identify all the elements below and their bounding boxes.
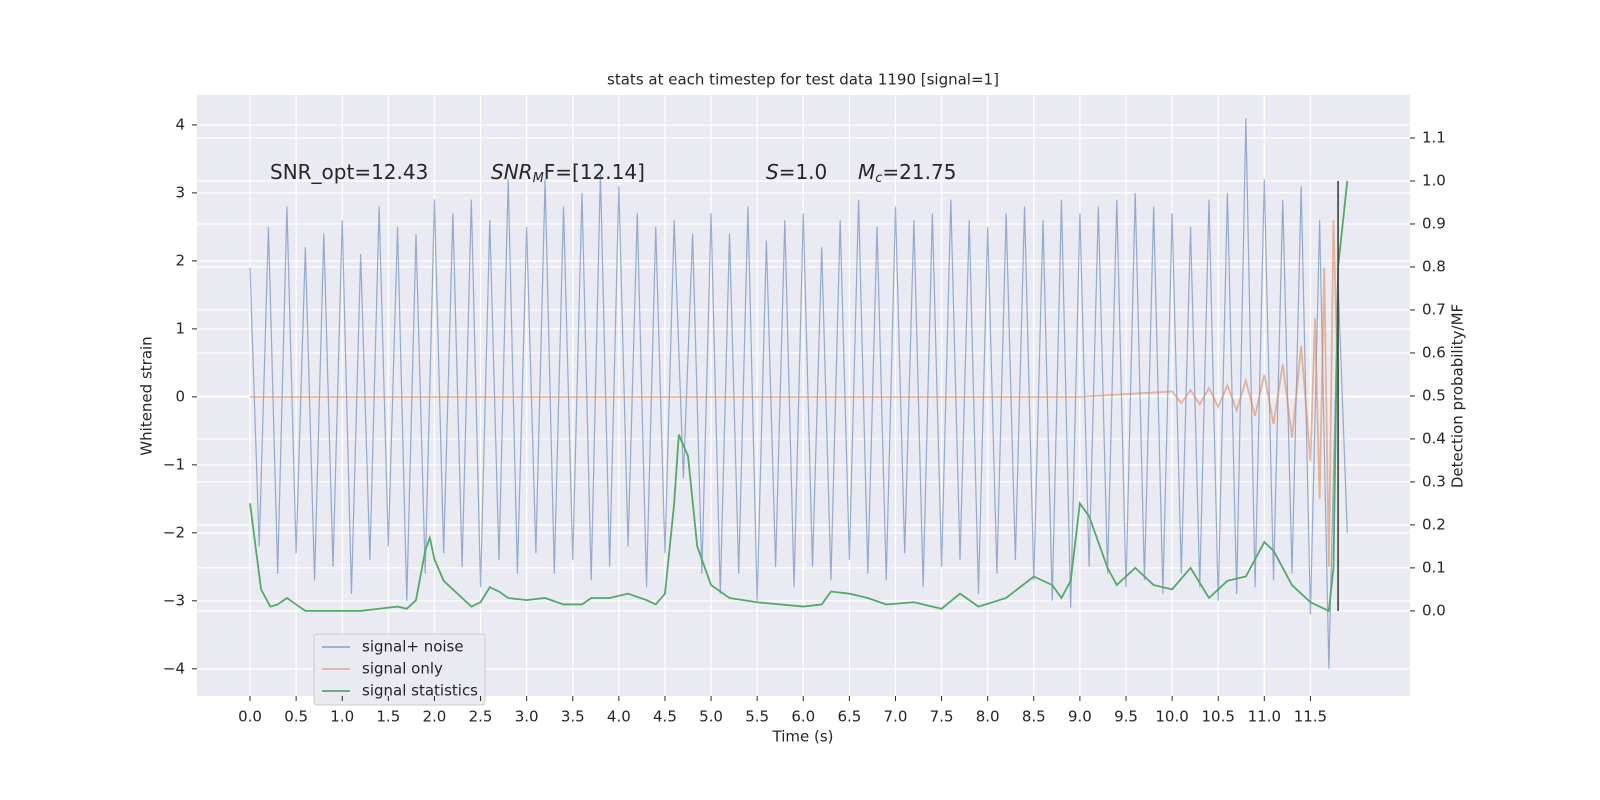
chart-title: stats at each timestep for test data 119… [607,71,999,89]
x-tick-label: 7.5 [930,708,954,726]
annotation: Mc=21.75 [858,160,956,186]
annotation-part: c [875,171,882,186]
x-tick-label: 0.0 [238,708,262,726]
x-tick-label: 3.5 [561,708,585,726]
y2-tick-label: 0.3 [1422,472,1446,490]
y-tick-label: 2 [175,251,185,269]
legend-label: signal only [362,660,443,678]
y2-tick-label: 0.8 [1422,257,1446,275]
y2-tick-label: 0.6 [1422,343,1446,361]
x-tick-label: 8.0 [976,708,1000,726]
y-tick-label: 0 [175,387,185,405]
y2-tick-label: 0.0 [1422,601,1446,619]
annotation-part: SNR [491,160,533,184]
annotation-part: M [858,160,875,184]
y-tick-label: −2 [163,523,185,541]
x-tick-label: 11.5 [1294,708,1327,726]
annotation-part: =1.0 [779,160,828,184]
y-tick-label: −1 [163,455,185,473]
x-tick-label: 5.5 [745,708,769,726]
y-tick-label: −4 [163,659,185,677]
x-tick-label: 1.0 [330,708,354,726]
series-line [250,220,1339,567]
annotation: SNR_opt=12.43 [270,160,428,184]
legend-box [313,633,486,706]
x-tick-label: 10.0 [1155,708,1188,726]
y2-tick-label: 0.7 [1422,300,1446,318]
x-tick-label: 4.0 [607,708,631,726]
y2-axis-label: Detection probability/MF [1449,304,1467,488]
x-tick-label: 10.5 [1202,708,1235,726]
annotation: SNRMF=[12.14] [491,160,645,186]
x-tick-label: 0.5 [284,708,308,726]
y-tick-label: −3 [163,591,185,609]
annotation-part: =21.75 [882,160,956,184]
annotation-part: SNR_opt=12.43 [270,160,428,184]
legend: signal+ noise signal only signal statistic… [313,633,486,706]
x-axis-label: Time (s) [772,728,834,746]
y2-tick-label: 0.1 [1422,558,1446,576]
y-axis-label: Whitened strain [138,336,156,455]
x-tick-label: 6.0 [791,708,815,726]
x-tick-label: 4.5 [653,708,677,726]
y-tick-label: 4 [175,115,185,133]
annotation-part: S [766,160,779,184]
series-line [249,180,1349,613]
annotation-part: F=[12.14] [544,160,645,184]
x-tick-label: 9.5 [1114,708,1138,726]
x-tick-label: 7.0 [884,708,908,726]
x-tick-label: 2.0 [423,708,447,726]
series-line [249,118,1348,669]
x-tick-label: 5.0 [699,708,723,726]
x-tick-label: 8.5 [1022,708,1046,726]
y2-tick-label: 1.0 [1422,171,1446,189]
x-tick-label: 9.0 [1068,708,1092,726]
y-tick-label: 1 [175,319,185,337]
y2-tick-label: 0.4 [1422,429,1446,447]
y-tick-label: 3 [175,183,185,201]
x-tick-label: 11.0 [1248,708,1281,726]
x-tick-label: 3.0 [515,708,539,726]
x-tick-label: 6.5 [837,708,861,726]
y2-tick-label: 0.2 [1422,515,1446,533]
legend-label: signal statistics [362,682,478,700]
y2-tick-label: 0.5 [1422,386,1446,404]
x-tick-label: 1.5 [376,708,400,726]
x-tick-label: 2.5 [469,708,493,726]
annotation: S=1.0 [766,160,827,184]
y2-tick-label: 0.9 [1422,214,1446,232]
legend-label: signal+ noise [362,638,464,656]
annotation-part: M [533,171,544,186]
marks [249,118,1349,669]
y2-tick-label: 1.1 [1422,128,1446,146]
